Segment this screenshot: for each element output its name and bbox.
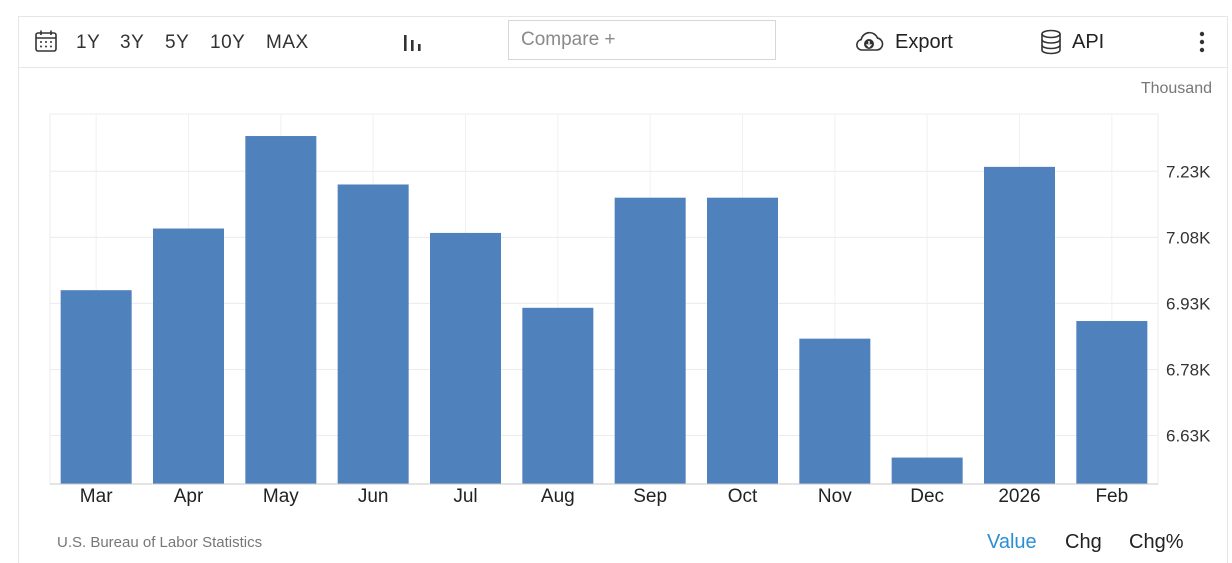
export-button[interactable]: Export xyxy=(853,28,953,56)
x-tick-label: Jul xyxy=(453,486,477,507)
api-button[interactable]: API xyxy=(1040,28,1104,56)
chart-frame xyxy=(18,16,1228,563)
x-tick-label: Mar xyxy=(80,486,113,507)
tab-value[interactable]: Value xyxy=(987,531,1037,553)
y-tick-label: 6.78K xyxy=(1166,360,1211,379)
x-tick-label: Oct xyxy=(728,486,758,507)
x-tick-label: Feb xyxy=(1095,486,1128,507)
bar xyxy=(337,184,409,484)
x-tick-label: May xyxy=(263,486,299,507)
x-tick-label: Dec xyxy=(910,486,944,507)
y-tick-label: 7.08K xyxy=(1166,228,1211,247)
more-options-icon[interactable] xyxy=(1194,30,1210,54)
bar xyxy=(891,457,963,484)
tab-chg-percent[interactable]: Chg% xyxy=(1129,531,1184,553)
tab-chg[interactable]: Chg xyxy=(1065,531,1102,553)
chart-type-icon[interactable] xyxy=(402,31,424,53)
source-label: U.S. Bureau of Labor Statistics xyxy=(57,534,263,551)
calendar-icon[interactable] xyxy=(34,29,58,53)
database-icon xyxy=(1041,29,1061,55)
range-10y-button[interactable]: 10Y xyxy=(210,32,246,53)
toolbar: 1Y 3Y 5Y 10Y MAX Export API xyxy=(18,16,1228,68)
y-tick-label: 6.63K xyxy=(1166,427,1211,446)
bar xyxy=(799,338,871,484)
x-tick-label: Sep xyxy=(633,486,667,507)
y-tick-label: 6.93K xyxy=(1166,294,1211,313)
bar xyxy=(1076,321,1148,484)
range-3y-button[interactable]: 3Y xyxy=(120,32,145,53)
bar xyxy=(60,290,132,484)
api-label: API xyxy=(1072,30,1105,53)
range-1y-button[interactable]: 1Y xyxy=(76,32,101,53)
bar xyxy=(707,197,778,484)
bar xyxy=(245,136,317,484)
range-max-button[interactable]: MAX xyxy=(266,32,309,53)
x-tick-label: Aug xyxy=(541,486,575,507)
range-5y-button[interactable]: 5Y xyxy=(165,32,190,53)
x-tick-label: 2026 xyxy=(998,486,1040,507)
compare-input[interactable] xyxy=(508,20,776,60)
bar xyxy=(430,232,501,484)
x-tick-label: Nov xyxy=(818,486,852,507)
x-tick-label: Apr xyxy=(174,486,204,507)
bar xyxy=(153,228,224,484)
unit-label: Thousand xyxy=(1140,80,1212,97)
x-tick-label: Jun xyxy=(358,486,389,507)
export-label: Export xyxy=(895,30,953,53)
bar xyxy=(614,197,686,484)
bar xyxy=(984,166,1055,484)
y-tick-label: 7.23K xyxy=(1166,162,1211,181)
bar xyxy=(522,307,594,484)
cloud-download-icon xyxy=(856,31,884,51)
